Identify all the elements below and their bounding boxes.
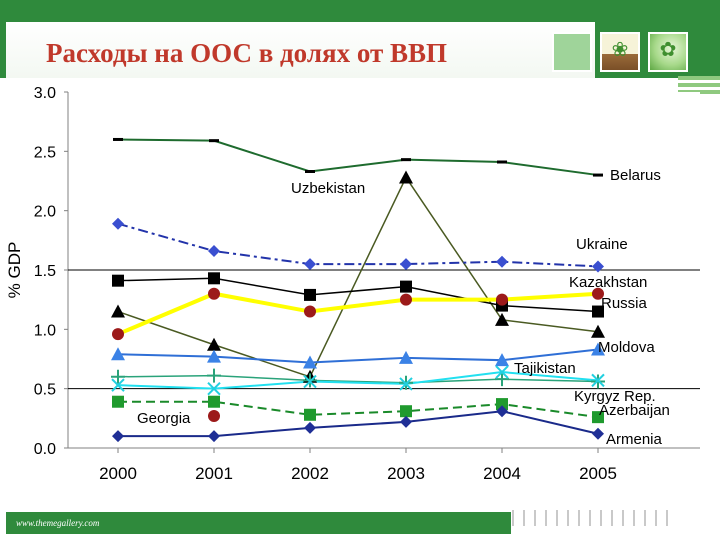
data-point-uzbekistan [591, 324, 605, 338]
data-point-azerbaijan [496, 398, 508, 411]
series-label-azerbaijan: Azerbaijan [599, 402, 670, 419]
data-point-tajikistan [495, 372, 509, 387]
series-line-tajikistan [117, 374, 599, 384]
footer: www.themegallery.com [0, 510, 720, 540]
series-label-ukraine: Ukraine [576, 236, 628, 253]
footer-bar [6, 512, 511, 534]
series-line-moldova [117, 348, 599, 364]
slide-title: Расходы на ООС в долях от ВВП [46, 38, 448, 68]
data-point-azerbaijan [400, 405, 412, 418]
data-point-kyrgyz-rep- [399, 377, 413, 391]
data-point-russia [496, 293, 508, 306]
y-tick-label: 1.0 [34, 322, 56, 339]
data-point-russia [400, 293, 412, 306]
data-point-ukraine [112, 217, 124, 230]
data-point-uzbekistan [399, 170, 413, 184]
data-point-russia [208, 287, 220, 300]
data-point-moldova [495, 353, 509, 367]
data-point-kazakhstan [400, 280, 412, 293]
data-point-ukraine [304, 258, 316, 271]
data-point-russia [592, 287, 604, 300]
footer-url: www.themegallery.com [16, 518, 100, 528]
series-label-armenia: Armenia [606, 431, 663, 448]
series-line-russia [117, 291, 599, 336]
x-tick-label: 2005 [579, 464, 617, 483]
data-point-moldova [399, 350, 413, 364]
data-point-russia [304, 305, 316, 318]
series-line-kyrgyz-rep- [117, 371, 599, 390]
x-tick-label: 2004 [483, 464, 521, 483]
data-point-kazakhstan [112, 274, 124, 287]
data-point-armenia [112, 430, 124, 443]
series-line-ukraine [117, 222, 599, 268]
y-tick-label: 1.5 [34, 263, 56, 280]
series-label-kazakhstan: Kazakhstan [569, 274, 647, 291]
x-tick-label: 2002 [291, 464, 329, 483]
series-label-belarus: Belarus [610, 167, 661, 184]
decor-thumbnail-sprout: ❀ [600, 32, 640, 72]
data-point-azerbaijan [112, 395, 124, 408]
series-line-uzbekistan [117, 175, 599, 378]
data-point-kyrgyz-rep- [495, 365, 509, 379]
data-point-ukraine [208, 245, 220, 258]
data-point-armenia [304, 421, 316, 434]
sprout-icon: ❀ [611, 39, 629, 61]
data-point-tajikistan [111, 369, 125, 384]
data-point-azerbaijan [592, 411, 604, 424]
series-label-moldova: Moldova [598, 339, 655, 356]
data-point-uzbekistan [495, 312, 509, 326]
data-point-moldova [111, 347, 125, 361]
data-point-uzbekistan [207, 337, 221, 351]
decor-thumbnail-leaf: ✿ [648, 32, 688, 72]
data-point-ukraine [496, 255, 508, 268]
header-panel [6, 22, 595, 78]
series-label-kyrgyz-rep-: Kyrgyz Rep. [574, 388, 656, 405]
data-point-kazakhstan [304, 288, 316, 301]
y-tick-label: 3.0 [34, 85, 56, 102]
y-axis-label: % GDP [5, 242, 24, 299]
data-point-kyrgyz-rep- [111, 378, 125, 392]
data-point-ukraine [400, 258, 412, 271]
x-tick-label: 2003 [387, 464, 425, 483]
data-point-kyrgyz-rep- [207, 381, 221, 396]
data-point-ukraine [592, 260, 604, 273]
y-tick-label: 0.5 [34, 382, 56, 399]
data-point-kazakhstan [208, 272, 220, 285]
y-tick-label: 0.0 [34, 441, 56, 458]
data-point-russia [112, 328, 124, 341]
data-point-moldova [207, 349, 221, 363]
series-label-russia: Russia [601, 295, 648, 312]
decor-thumbnail-green [552, 32, 592, 72]
data-point-armenia [592, 427, 604, 440]
series-label-georgia: Georgia [137, 410, 191, 427]
x-tick-label: 2001 [195, 464, 233, 483]
data-point-kazakhstan [592, 305, 604, 318]
y-tick-label: 2.0 [34, 204, 56, 221]
series-label-tajikistan: Tajikistan [514, 360, 576, 377]
x-tick-label: 2000 [99, 464, 137, 483]
data-point-azerbaijan [304, 408, 316, 421]
data-point-moldova [591, 342, 605, 356]
data-point-uzbekistan [111, 304, 125, 318]
y-tick-label: 2.5 [34, 144, 56, 161]
data-point-armenia [496, 405, 508, 418]
leaf-icon: ✿ [659, 39, 677, 61]
series-line-azerbaijan [118, 400, 599, 419]
data-point-tajikistan [207, 368, 221, 383]
data-point-moldova [303, 355, 317, 369]
data-point-kyrgyz-rep- [303, 374, 317, 389]
data-point-azerbaijan [208, 395, 220, 408]
series-line-belarus [117, 138, 599, 177]
data-point-kyrgyz-rep- [591, 373, 605, 388]
series-label-uzbekistan: Uzbekistan [291, 180, 365, 197]
data-point-armenia [400, 415, 412, 428]
series-line-armenia [118, 410, 599, 438]
data-point-armenia [208, 430, 220, 443]
decor-glyph-strip [512, 510, 712, 532]
series-line-kazakhstan [117, 277, 599, 313]
data-point-georgia [208, 409, 220, 422]
